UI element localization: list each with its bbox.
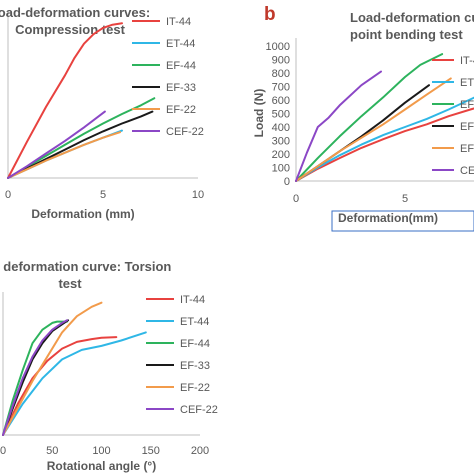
- torsion-legend-label: EF-33: [180, 360, 210, 372]
- bending-series-cef-22-line: [295, 70, 382, 182]
- torsion-series-ef-22-line: [2, 301, 103, 436]
- bending-y-tick-label: 700: [272, 82, 290, 94]
- torsion-panel: Load deformation curve: Torsion test 0 50 10…: [0, 259, 218, 473]
- compression-series-cef-22-line: [7, 110, 106, 179]
- torsion-legend-label: EF-44: [180, 338, 210, 350]
- bending-y-tick-label: 1000: [266, 41, 290, 53]
- bending-y-axis-label: Load (N): [252, 89, 266, 138]
- torsion-series-cef-22-line: [2, 319, 68, 436]
- torsion-series-ef-33-line: [2, 319, 69, 436]
- bending-x-axis-label: Deformation(mm): [338, 211, 438, 225]
- compression-x-tick-label: 5: [100, 189, 106, 201]
- bending-y-tick-label: 900: [272, 55, 290, 67]
- compression-title-line: Compression test: [15, 22, 125, 37]
- torsion-series-et-44-line: [2, 331, 147, 436]
- compression-x-axis-label: Deformation (mm): [31, 207, 134, 221]
- bending-legend-label: EF-22: [460, 143, 474, 155]
- bending-xlabel-box: [331, 210, 474, 232]
- bending-legend-label: EF-33: [460, 121, 474, 133]
- torsion-x-tick-label: 200: [191, 445, 209, 457]
- bending-legend-label: EF-44: [460, 99, 474, 111]
- compression-series-it-44-line: [7, 22, 123, 179]
- compression-legend-label: CEF-22: [166, 126, 204, 138]
- bending-y-tick-label: 500: [272, 109, 290, 121]
- bending-series-it-44-line: [295, 107, 474, 182]
- bending-y-tick-label: 600: [272, 95, 290, 107]
- bending-y-tick-label: 300: [272, 136, 290, 148]
- bending-y-tick-label: 800: [272, 68, 290, 80]
- bending-x-tick-label: 0: [293, 193, 299, 205]
- torsion-series-it-44-line: [2, 336, 118, 436]
- torsion-legend-label: CEF-22: [180, 404, 218, 416]
- bending-y-tick-label: 100: [272, 163, 290, 175]
- compression-x-tick-label: 10: [192, 189, 204, 201]
- torsion-x-tick-label: 150: [142, 445, 160, 457]
- torsion-title-line: test: [58, 276, 82, 291]
- bending-panel: Load-deformation curves: T point bending …: [252, 4, 474, 232]
- bending-title-line: Load-deformation curves: T: [350, 10, 474, 25]
- bending-title-line: point bending test: [350, 27, 463, 42]
- torsion-x-axis-label: Rotational angle (°): [47, 459, 156, 473]
- compression-title-line: Load-deformation curves:: [0, 5, 150, 20]
- bending-y-tick-label: 200: [272, 149, 290, 161]
- compression-legend-label: IT-44: [166, 16, 191, 28]
- bending-legend-label: CEF-22: [460, 165, 474, 177]
- bending-y-tick-label: 0: [284, 176, 290, 188]
- compression-x-tick-label: 0: [5, 189, 11, 201]
- bending-x-tick-label: 5: [402, 193, 408, 205]
- torsion-series-ef-44-line: [2, 320, 68, 436]
- bending-y-tick-label: 400: [272, 122, 290, 134]
- bending-legend-label: ET-44: [460, 77, 474, 89]
- compression-series-ef-22-line: [7, 131, 122, 179]
- torsion-legend-label: ET-44: [180, 316, 209, 328]
- bending-series-et-44-line: [295, 96, 474, 182]
- torsion-x-tick-label: 50: [46, 445, 58, 457]
- compression-panel: Load-deformation curves: Compression test…: [0, 5, 204, 221]
- bending-series-ef-22-line: [295, 77, 452, 182]
- bending-legend-label: IT-44: [460, 55, 474, 67]
- torsion-legend-label: IT-44: [180, 294, 205, 306]
- compression-legend-label: ET-44: [166, 38, 195, 50]
- bending-series-ef-44-line: [295, 53, 444, 182]
- compression-legend-label: EF-22: [166, 104, 196, 116]
- torsion-legend-label: EF-22: [180, 382, 210, 394]
- torsion-x-tick-label: 100: [92, 445, 110, 457]
- torsion-title-line: Load deformation curve: Torsion: [0, 259, 171, 274]
- compression-legend-label: EF-33: [166, 82, 196, 94]
- bending-panel-letter: b: [264, 4, 276, 25]
- torsion-x-tick-label: 0: [0, 445, 6, 457]
- compression-legend-label: EF-44: [166, 60, 196, 72]
